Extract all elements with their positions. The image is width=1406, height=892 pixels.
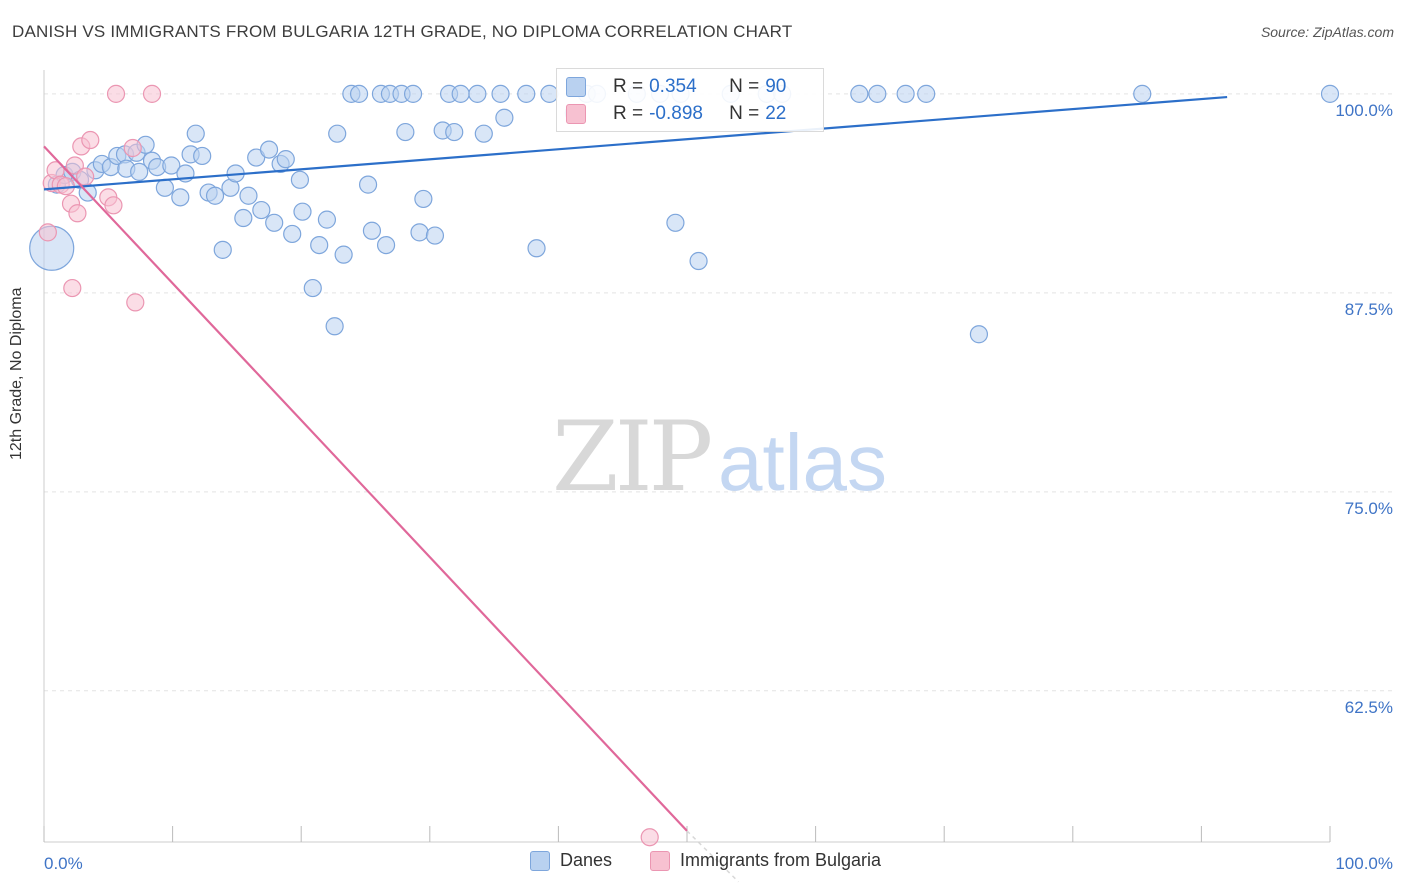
danes-point xyxy=(491,84,510,103)
legend-danes-swatch xyxy=(530,850,550,871)
watermark-atlas: atlas xyxy=(718,418,887,507)
danes-point xyxy=(283,224,302,244)
danes-point xyxy=(259,140,279,159)
danes-point xyxy=(325,317,344,336)
bulgaria-point xyxy=(126,293,145,312)
danes-point xyxy=(527,239,546,258)
danes-point xyxy=(414,189,433,209)
x-tick-label: 0.0% xyxy=(44,854,83,873)
danes-point xyxy=(403,84,423,103)
danes-point xyxy=(317,210,337,229)
danes-point xyxy=(155,178,174,197)
danes-trendline xyxy=(43,95,1228,191)
danes-point xyxy=(666,213,685,232)
danes-point xyxy=(917,84,936,103)
danes-point xyxy=(396,122,415,142)
x-tick-label: 100.0% xyxy=(1335,854,1393,873)
danes-point xyxy=(303,278,322,298)
legend-danes-label: Danes xyxy=(560,850,613,870)
danes-point xyxy=(205,186,225,205)
danes-point xyxy=(293,202,312,221)
danes-point xyxy=(689,251,708,271)
danes-point xyxy=(468,84,487,103)
y-tick-label: 62.5% xyxy=(1345,698,1393,717)
danes-point xyxy=(349,84,369,103)
watermark-zip: ZIP xyxy=(552,401,711,513)
bulgaria-swatch xyxy=(566,104,586,124)
bulgaria-point xyxy=(38,223,57,242)
bulgaria-r-value: -0.898 xyxy=(649,103,703,124)
bulgaria-point xyxy=(63,278,82,298)
danes-point xyxy=(239,186,258,205)
bulgaria-point xyxy=(640,828,659,847)
danes-point xyxy=(445,122,464,142)
y-tick-label: 100.0% xyxy=(1335,101,1393,120)
danes-point xyxy=(234,208,253,228)
stats-row-bulgaria: R = -0.898 N = 22 xyxy=(566,101,787,127)
danes-point xyxy=(1133,84,1152,103)
danes-point xyxy=(410,223,429,242)
bulgaria-point xyxy=(123,138,142,158)
legend-bulgaria-swatch xyxy=(650,850,670,871)
bottom-legend: Danes Immigrants from Bulgaria xyxy=(0,850,1406,878)
danes-r-label: R = xyxy=(613,76,644,97)
y-tick-label: 87.5% xyxy=(1345,300,1393,319)
danes-point xyxy=(868,84,887,103)
danes-point xyxy=(362,221,382,240)
bulgaria-point xyxy=(142,84,162,103)
danes-point xyxy=(328,124,347,143)
danes-point xyxy=(171,188,190,207)
danes-r-value: 0.354 xyxy=(649,76,697,97)
legend-item-bulgaria[interactable]: Immigrants from Bulgaria xyxy=(650,850,881,871)
bulgaria-trendline xyxy=(43,145,688,832)
danes-point xyxy=(451,84,470,103)
bulgaria-point xyxy=(106,84,126,103)
danes-point xyxy=(474,124,493,143)
bulgaria-point xyxy=(65,156,84,175)
danes-point xyxy=(896,84,915,103)
danes-point xyxy=(265,213,284,232)
source-label: Source: ZipAtlas.com xyxy=(1260,24,1394,40)
danes-point xyxy=(290,170,310,189)
bulgaria-n-label: N = xyxy=(729,103,760,124)
danes-point xyxy=(376,235,396,255)
danes-swatch xyxy=(566,77,586,97)
danes-point xyxy=(186,124,205,143)
legend-item-danes[interactable]: Danes xyxy=(530,850,612,871)
danes-point xyxy=(193,146,212,166)
danes-point xyxy=(213,240,232,259)
danes-point xyxy=(252,200,271,220)
danes-point xyxy=(130,162,149,181)
danes-point xyxy=(358,175,378,194)
danes-n-value: 90 xyxy=(765,76,787,97)
bulgaria-point xyxy=(104,196,123,215)
danes-point xyxy=(310,235,329,255)
danes-point xyxy=(276,150,295,169)
danes-point xyxy=(334,245,353,264)
bulgaria-point xyxy=(81,130,100,150)
stats-row-danes: R = 0.354 N = 90 xyxy=(566,74,787,100)
danes-point xyxy=(969,325,989,344)
danes-point xyxy=(850,84,869,103)
danes-n-label: N = xyxy=(729,76,760,97)
stats-legend: R = 0.354 N = 90 R = -0.898 N = 22 xyxy=(556,68,824,132)
y-tick-label: 75.0% xyxy=(1345,499,1393,518)
bulgaria-n-value: 22 xyxy=(765,103,787,124)
chart-title: DANISH VS IMMIGRANTS FROM BULGARIA 12TH … xyxy=(12,22,793,41)
danes-point xyxy=(517,84,536,103)
danes-point xyxy=(425,226,445,245)
legend-bulgaria-label: Immigrants from Bulgaria xyxy=(680,850,882,870)
danes-point xyxy=(495,108,514,127)
danes-point xyxy=(1320,84,1340,103)
bulgaria-point xyxy=(68,204,87,223)
bulgaria-r-label: R = xyxy=(613,103,644,124)
danes-point xyxy=(162,156,181,175)
